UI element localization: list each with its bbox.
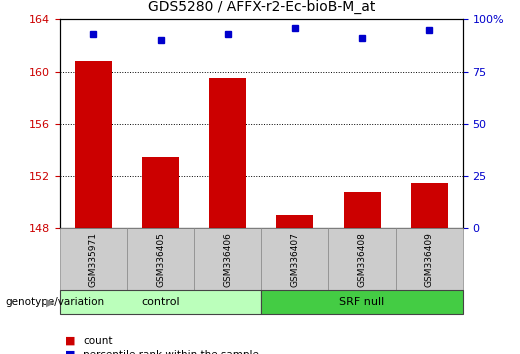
Text: percentile rank within the sample: percentile rank within the sample <box>83 350 259 354</box>
Bar <box>60 290 261 314</box>
Text: control: control <box>141 297 180 307</box>
Text: genotype/variation: genotype/variation <box>5 297 105 307</box>
Text: GSM336409: GSM336409 <box>425 232 434 287</box>
Text: GSM336408: GSM336408 <box>358 232 367 287</box>
Bar <box>75 61 112 228</box>
Bar <box>329 228 396 290</box>
Bar <box>209 78 246 228</box>
Bar <box>277 215 314 228</box>
Text: SRF null: SRF null <box>340 297 385 307</box>
Text: ■: ■ <box>65 350 75 354</box>
Bar <box>127 228 194 290</box>
Bar <box>261 290 463 314</box>
Text: GSM336405: GSM336405 <box>156 232 165 287</box>
Text: ▶: ▶ <box>46 297 55 307</box>
Bar <box>60 228 127 290</box>
Title: GDS5280 / AFFX-r2-Ec-bioB-M_at: GDS5280 / AFFX-r2-Ec-bioB-M_at <box>148 0 375 14</box>
Bar <box>261 228 329 290</box>
Text: GSM335971: GSM335971 <box>89 232 98 287</box>
Bar <box>344 192 381 228</box>
Bar <box>142 156 179 228</box>
Text: GSM336406: GSM336406 <box>223 232 232 287</box>
Text: count: count <box>83 336 113 346</box>
Bar <box>411 183 448 228</box>
Text: GSM336407: GSM336407 <box>290 232 300 287</box>
Text: ■: ■ <box>65 336 75 346</box>
Bar <box>194 228 261 290</box>
Bar <box>396 228 463 290</box>
